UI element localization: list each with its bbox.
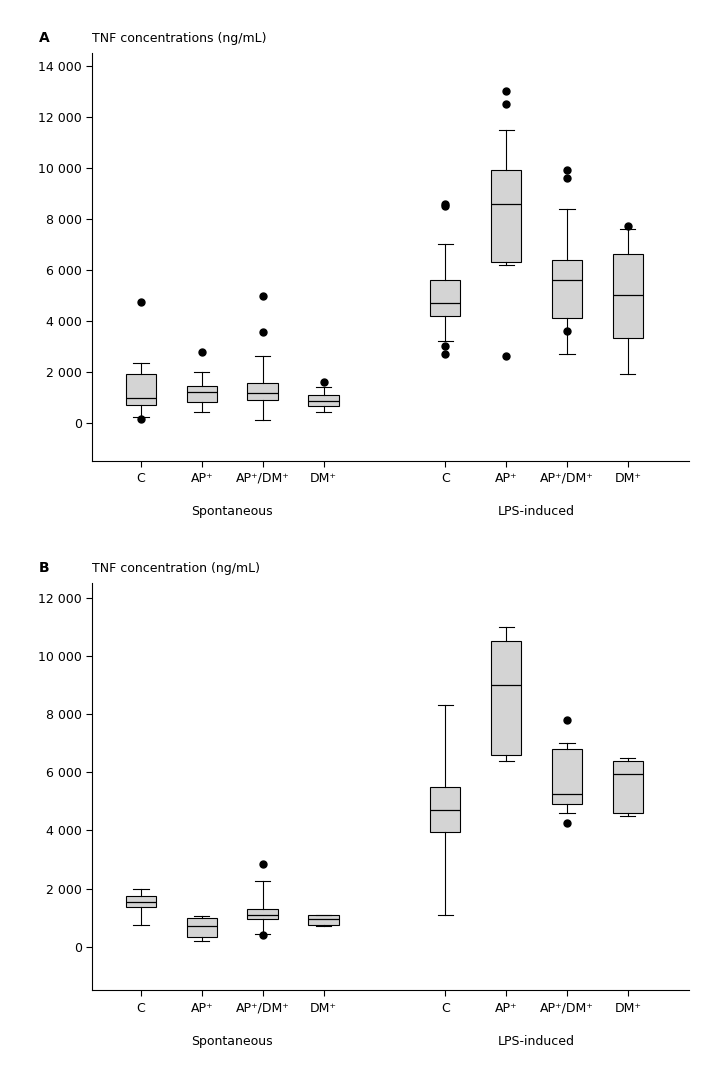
PathPatch shape (187, 386, 217, 403)
PathPatch shape (248, 383, 278, 399)
Text: TNF concentration (ng/mL): TNF concentration (ng/mL) (92, 562, 261, 575)
PathPatch shape (613, 255, 643, 339)
Text: Spontaneous: Spontaneous (192, 1035, 273, 1048)
PathPatch shape (187, 918, 217, 936)
PathPatch shape (308, 915, 339, 925)
PathPatch shape (308, 394, 339, 406)
PathPatch shape (613, 760, 643, 813)
Text: B: B (38, 561, 49, 575)
Text: A: A (38, 31, 50, 45)
PathPatch shape (552, 749, 582, 804)
Text: LPS-induced: LPS-induced (498, 505, 575, 519)
PathPatch shape (126, 374, 156, 405)
Text: Spontaneous: Spontaneous (192, 505, 273, 519)
Text: LPS-induced: LPS-induced (498, 1035, 575, 1048)
PathPatch shape (430, 280, 461, 315)
PathPatch shape (126, 896, 156, 907)
Text: TNF concentrations (ng/mL): TNF concentrations (ng/mL) (92, 32, 267, 45)
PathPatch shape (248, 908, 278, 919)
PathPatch shape (430, 787, 461, 832)
PathPatch shape (491, 641, 521, 755)
PathPatch shape (491, 170, 521, 262)
PathPatch shape (552, 260, 582, 318)
